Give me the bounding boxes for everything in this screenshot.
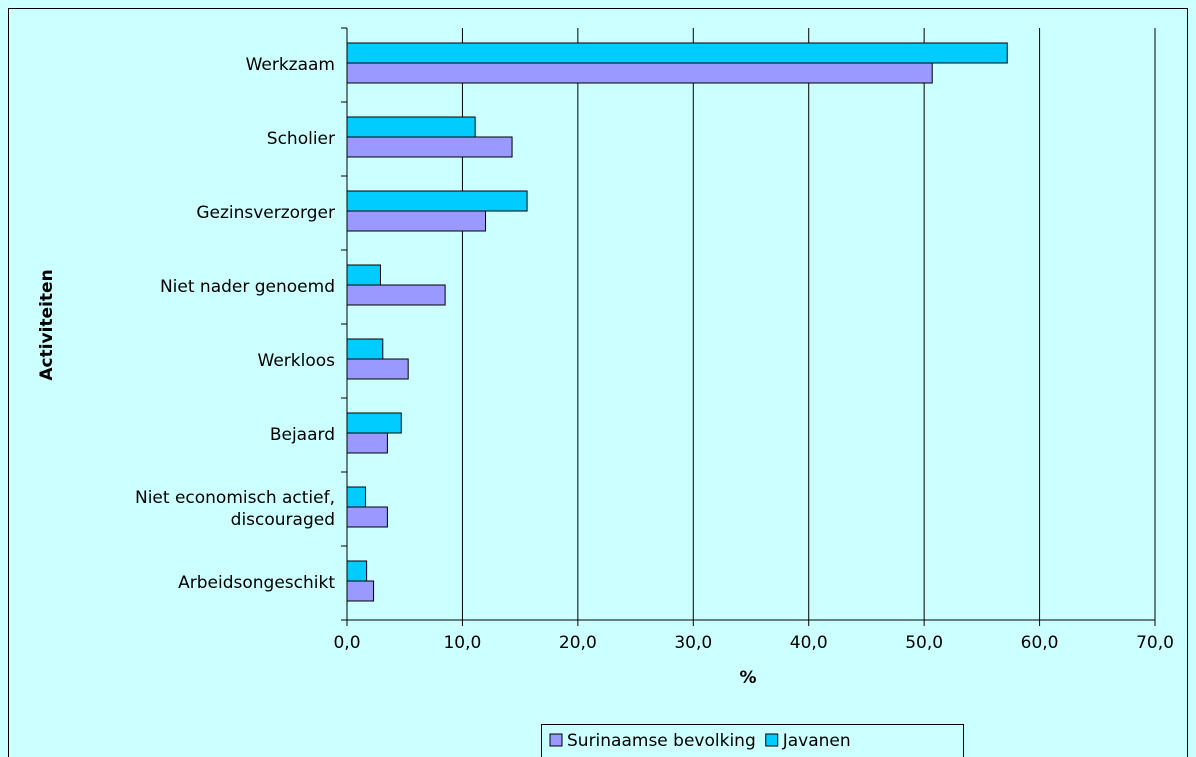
bar	[346, 358, 409, 380]
y-tick-label: Scholier	[266, 129, 335, 149]
legend-swatch	[765, 733, 779, 747]
y-tick-label: Niet nader genoemd	[159, 277, 335, 297]
bar	[346, 264, 381, 286]
y-tick-label: Niet economisch actief, discouraged	[134, 488, 335, 530]
bar	[346, 136, 513, 158]
x-tick-label: 70,0	[1136, 633, 1174, 653]
bar	[346, 284, 446, 306]
y-tick-label: Arbeidsongeschikt	[178, 573, 335, 593]
bar	[346, 580, 375, 602]
bar	[346, 412, 402, 434]
x-tick-label: 50,0	[905, 633, 943, 653]
x-tick-label: 40,0	[790, 633, 828, 653]
bar	[346, 62, 933, 84]
bar	[346, 560, 368, 582]
x-tick-label: 0,0	[333, 633, 360, 653]
bar	[346, 116, 476, 138]
y-axis-title: Activiteiten	[37, 269, 57, 380]
bar	[346, 486, 366, 508]
bar	[346, 506, 388, 528]
chart-border	[8, 8, 1188, 757]
bar	[346, 190, 528, 212]
y-tick-label: Werkloos	[257, 351, 336, 371]
bar	[346, 210, 487, 232]
y-tick-label: Bejaard	[269, 425, 335, 445]
x-tick-label: 30,0	[674, 633, 712, 653]
legend-label: Javanen	[782, 731, 851, 751]
x-tick-label: 60,0	[1021, 633, 1059, 653]
bar	[346, 338, 384, 360]
x-axis-title: %	[739, 668, 756, 688]
legend-label: Surinaamse bevolking	[567, 731, 756, 751]
y-tick-label: Werkzaam	[245, 55, 335, 75]
x-tick-label: 10,0	[443, 633, 481, 653]
bar	[346, 432, 388, 454]
y-tick-label: Gezinsverzorger	[196, 203, 335, 223]
legend-box	[541, 724, 964, 757]
legend-swatch	[549, 733, 563, 747]
bar	[346, 42, 1008, 64]
x-tick-label: 20,0	[559, 633, 597, 653]
